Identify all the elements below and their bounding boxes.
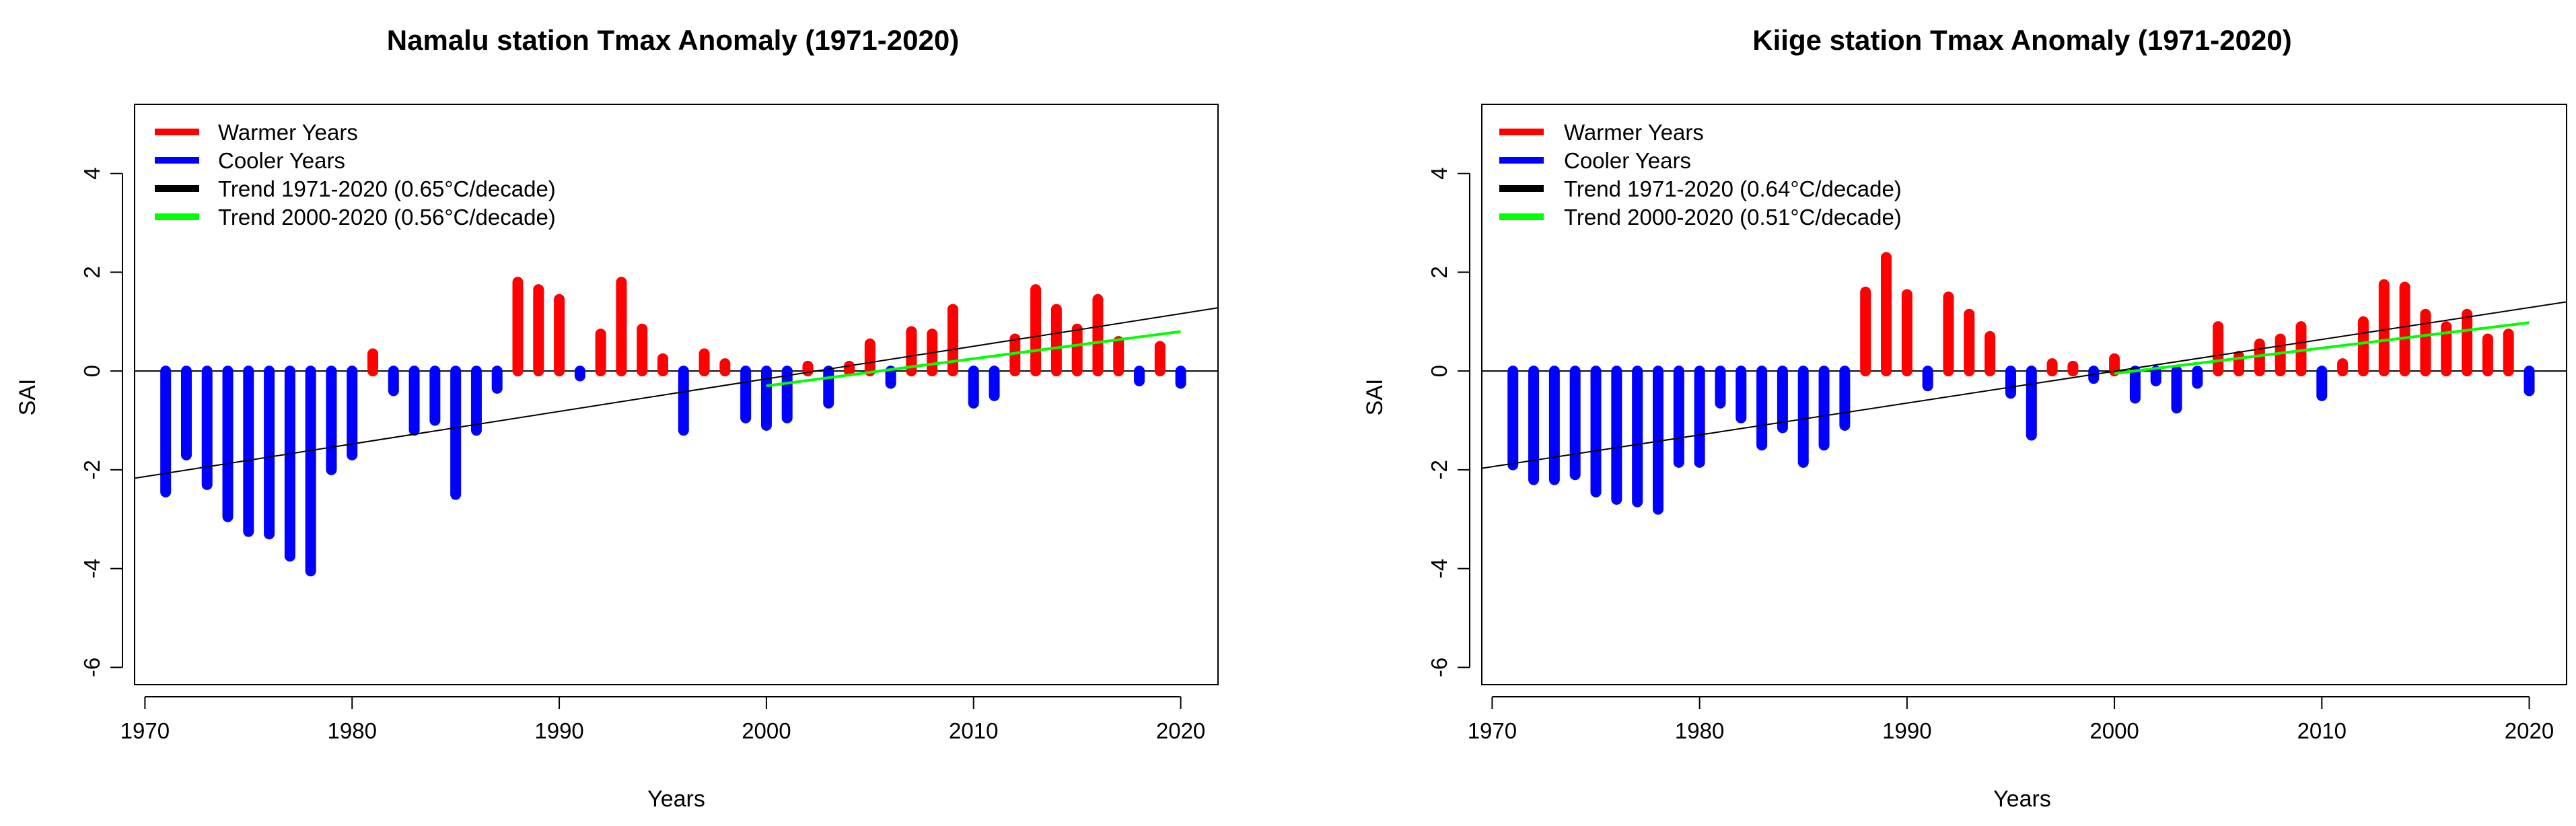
y-axis-label: SAI bbox=[1362, 379, 1388, 416]
plot-frame bbox=[1481, 104, 2567, 685]
y-tick-label-0: 0 bbox=[1427, 365, 1452, 377]
x-tick-label-1980: 1980 bbox=[1675, 718, 1724, 743]
x-tick-label-1970: 1970 bbox=[1468, 718, 1517, 743]
legend-label-cooler: Cooler Years bbox=[218, 148, 345, 173]
legend: Warmer Years Cooler Years Trend 1971-202… bbox=[1499, 120, 1902, 230]
namalu-chart-panel: Namalu station Tmax Anomaly (1971-2020) … bbox=[15, 24, 1219, 812]
x-axis-label: Years bbox=[647, 786, 705, 812]
y-tick-label-2: 2 bbox=[79, 266, 104, 278]
legend-label-trend-recent: Trend 2000-2020 (0.51°C/decade) bbox=[1564, 205, 1902, 230]
x-tick-label-2020: 2020 bbox=[1156, 718, 1205, 743]
legend-label-warmer: Warmer Years bbox=[218, 120, 358, 145]
kiige-chart-panel: Kiige station Tmax Anomaly (1971-2020) 1… bbox=[1288, 0, 2576, 826]
legend-label-cooler: Cooler Years bbox=[1564, 148, 1691, 173]
x-tick-label-2010: 2010 bbox=[949, 718, 998, 743]
y-axis-label: SAI bbox=[15, 379, 40, 416]
x-tick-label-2000: 2000 bbox=[742, 718, 791, 743]
plot-area: 1970 1980 1990 2000 2010 2020 -6 -4 -2 0 2 4 bbox=[79, 168, 1219, 743]
chart-title: Kiige station Tmax Anomaly (1971-2020) bbox=[1752, 24, 2291, 56]
x-tick-label-2000: 2000 bbox=[2089, 718, 2139, 743]
trend-line-2000-2020 bbox=[2114, 321, 2530, 375]
y-tick-label--6: -6 bbox=[1427, 658, 1452, 677]
plot-frame bbox=[134, 104, 1219, 685]
trend-line-1971-2020 bbox=[1481, 301, 2567, 469]
x-tick-label-2020: 2020 bbox=[2505, 718, 2554, 743]
y-tick-label--4: -4 bbox=[1427, 559, 1452, 578]
legend-label-trend-full: Trend 1971-2020 (0.65°C/decade) bbox=[218, 176, 556, 201]
x-tick-label-1990: 1990 bbox=[534, 718, 583, 743]
x-tick-label-2010: 2010 bbox=[2297, 718, 2347, 743]
kiige-chart: Kiige station Tmax Anomaly (1971-2020) 1… bbox=[1362, 24, 2567, 812]
x-tick-label-1980: 1980 bbox=[328, 718, 377, 743]
x-tick-label-1970: 1970 bbox=[120, 718, 170, 743]
plot-area: 1970 1980 1990 2000 2010 2020 -6 -4 -2 0 2 4 bbox=[1427, 168, 2567, 743]
y-tick-label-2: 2 bbox=[1427, 266, 1452, 278]
x-axis-label: Years bbox=[1993, 786, 2051, 812]
y-tick-label-0: 0 bbox=[79, 365, 104, 377]
x-tick-label-1990: 1990 bbox=[1882, 718, 1931, 743]
y-tick-label-4: 4 bbox=[79, 168, 104, 180]
y-tick-label--2: -2 bbox=[1427, 460, 1452, 479]
y-tick-label--6: -6 bbox=[79, 658, 104, 677]
trend-line-1971-2020 bbox=[134, 307, 1219, 479]
trend-line-2000-2020 bbox=[766, 330, 1181, 388]
y-tick-label-4: 4 bbox=[1427, 168, 1452, 180]
chart-title: Namalu station Tmax Anomaly (1971-2020) bbox=[387, 24, 959, 56]
namalu-chart: Namalu station Tmax Anomaly (1971-2020) … bbox=[15, 24, 1219, 812]
legend-label-trend-recent: Trend 2000-2020 (0.56°C/decade) bbox=[218, 205, 556, 230]
legend-label-warmer: Warmer Years bbox=[1564, 120, 1704, 145]
y-tick-label--2: -2 bbox=[79, 460, 104, 479]
y-tick-label--4: -4 bbox=[79, 559, 104, 578]
legend: Warmer Years Cooler Years Trend 1971-202… bbox=[155, 120, 556, 230]
legend-label-trend-full: Trend 1971-2020 (0.64°C/decade) bbox=[1564, 176, 1902, 201]
